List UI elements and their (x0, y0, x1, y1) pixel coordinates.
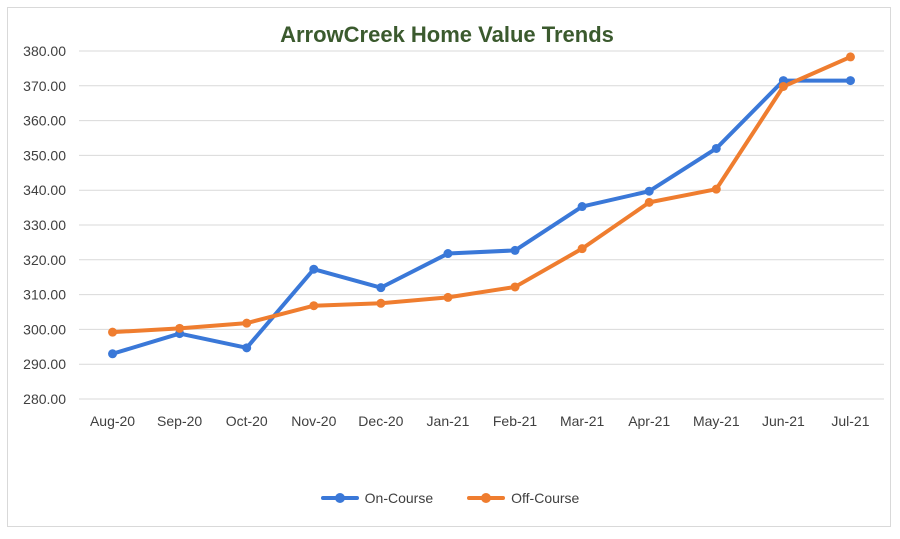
x-tick-label: Jan-21 (427, 413, 470, 429)
x-tick-label: Nov-20 (291, 413, 336, 429)
legend-swatch-on-course (320, 493, 359, 503)
data-point-on-course (845, 76, 855, 86)
data-point-off-course (443, 292, 453, 302)
y-tick-label: 280.00 (23, 391, 66, 407)
x-tick-label: Sep-20 (157, 413, 202, 429)
data-point-off-course (175, 323, 185, 333)
data-point-off-course (845, 52, 855, 62)
y-tick-label: 310.00 (23, 287, 66, 303)
data-point-on-course (711, 143, 721, 153)
x-tick-label: Apr-21 (628, 413, 670, 429)
data-point-on-course (644, 186, 654, 196)
data-point-on-course (443, 249, 453, 259)
legend-label-off-course: Off-Course (511, 490, 580, 506)
data-point-on-course (108, 349, 118, 359)
y-tick-label: 360.00 (23, 113, 66, 129)
series-line-on-course (110, 78, 853, 356)
legend: On-Course Off-Course (0, 490, 900, 506)
series-line-off-course (110, 54, 853, 335)
y-tick-label: 300.00 (23, 321, 66, 337)
data-point-off-course (577, 244, 587, 254)
data-point-off-course (644, 197, 654, 207)
data-point-on-course (510, 245, 520, 255)
y-tick-label: 380.00 (23, 43, 66, 59)
legend-marker-off-course (481, 493, 492, 503)
x-tick-label: Feb-21 (493, 413, 538, 429)
y-tick-label: 290.00 (23, 356, 66, 372)
data-point-off-course (242, 318, 252, 328)
data-point-off-course (510, 282, 520, 292)
data-point-on-course (376, 283, 386, 293)
x-tick-label: Jun-21 (762, 413, 805, 429)
chart-frame (7, 7, 891, 527)
x-tick-label: Aug-20 (90, 413, 135, 429)
y-tick-label: 350.00 (23, 147, 66, 163)
y-tick-label: 320.00 (23, 252, 66, 268)
data-point-off-course (711, 184, 721, 194)
x-tick-label: Dec-20 (358, 413, 403, 429)
x-tick-label: Mar-21 (560, 413, 605, 429)
data-point-off-course (778, 81, 788, 91)
data-point-on-course (309, 264, 319, 274)
x-tick-label: Jul-21 (831, 413, 869, 429)
x-tick-label: Oct-20 (226, 413, 268, 429)
legend-swatch-off-course (467, 493, 506, 503)
legend-item-off-course: Off-Course (467, 490, 579, 506)
data-point-off-course (309, 301, 319, 311)
data-point-on-course (242, 343, 252, 353)
y-tick-label: 330.00 (23, 217, 66, 233)
data-point-on-course (577, 202, 587, 212)
x-tick-label: May-21 (693, 413, 740, 429)
y-tick-label: 370.00 (23, 78, 66, 94)
data-point-off-course (376, 298, 386, 308)
legend-label-on-course: On-Course (364, 490, 434, 506)
chart-title: ArrowCreek Home Value Trends (280, 22, 614, 47)
legend-marker-on-course (334, 493, 345, 503)
data-point-off-course (108, 327, 118, 337)
legend-item-on-course: On-Course (320, 490, 434, 506)
y-tick-label: 340.00 (23, 182, 66, 198)
